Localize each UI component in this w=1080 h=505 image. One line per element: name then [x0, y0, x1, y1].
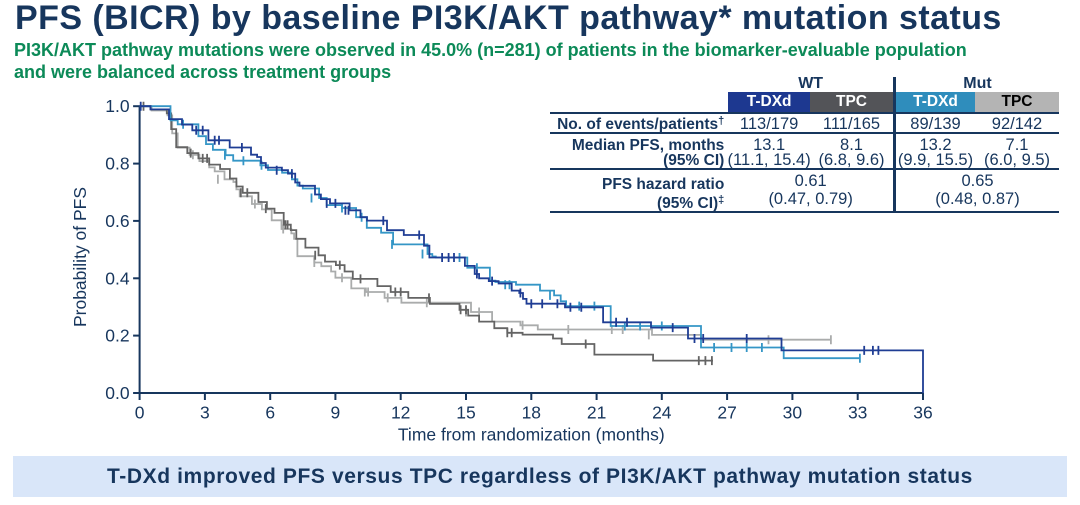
- svg-text:Probability of PFS: Probability of PFS: [70, 187, 90, 327]
- svg-text:24: 24: [652, 403, 672, 423]
- svg-text:21: 21: [587, 403, 606, 423]
- svg-text:33: 33: [848, 403, 867, 423]
- svg-text:0.8: 0.8: [105, 154, 129, 174]
- svg-text:0.0: 0.0: [105, 383, 130, 403]
- svg-text:30: 30: [783, 403, 803, 423]
- svg-text:Time from randomization (month: Time from randomization (months): [398, 425, 665, 445]
- svg-text:0.6: 0.6: [105, 211, 129, 231]
- svg-text:0.4: 0.4: [105, 268, 130, 288]
- svg-text:1.0: 1.0: [105, 96, 130, 116]
- svg-text:6: 6: [265, 403, 275, 423]
- svg-text:15: 15: [456, 403, 475, 423]
- svg-text:0.2: 0.2: [105, 326, 129, 346]
- svg-text:36: 36: [913, 403, 932, 423]
- svg-text:18: 18: [522, 403, 541, 423]
- svg-text:27: 27: [717, 403, 736, 423]
- svg-text:9: 9: [331, 403, 341, 423]
- svg-text:3: 3: [200, 403, 210, 423]
- svg-text:12: 12: [391, 403, 410, 423]
- svg-text:0: 0: [135, 403, 145, 423]
